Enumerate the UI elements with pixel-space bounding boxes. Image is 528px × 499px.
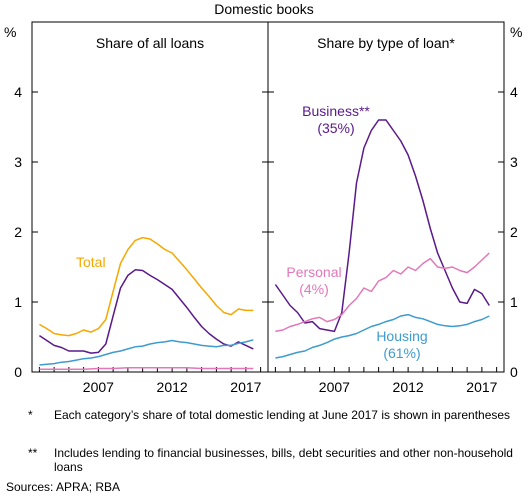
right-y-axis: 0 1 2 3 4 bbox=[262, 84, 518, 380]
y-tick-label: 2 bbox=[510, 224, 518, 240]
business-share-label: (35%) bbox=[317, 120, 354, 136]
business-series-label: Business** bbox=[302, 103, 370, 119]
y-tick-label: 4 bbox=[14, 84, 22, 100]
personal-series-label: Personal bbox=[286, 264, 341, 280]
unlabelled-series-line bbox=[38, 269, 254, 354]
left-unit-label: % bbox=[4, 24, 16, 40]
left-panel-frame bbox=[31, 21, 269, 373]
chart-canvas: Domestic books Share of all loans % 0 1 2 3… bbox=[4, 1, 522, 395]
x-tick-label: 2007 bbox=[83, 379, 114, 395]
y-tick-label: 4 bbox=[510, 84, 518, 100]
y-tick-label: 0 bbox=[510, 364, 518, 380]
x-tick-label: 2017 bbox=[230, 379, 261, 395]
y-tick-label: 3 bbox=[510, 154, 518, 170]
x-tick-label: 2012 bbox=[157, 379, 188, 395]
left-panel-title: Share of all loans bbox=[96, 35, 204, 51]
right-series-group bbox=[274, 119, 490, 359]
y-tick-label: 1 bbox=[14, 294, 22, 310]
left-y-axis: 0 1 2 3 4 bbox=[14, 84, 38, 380]
x-tick-label: 2007 bbox=[319, 379, 350, 395]
right-unit-label: % bbox=[510, 24, 522, 40]
footnote-2-text: Includes lending to financial businesses… bbox=[54, 446, 513, 474]
footnote-2-mark: ** bbox=[28, 446, 38, 460]
sources-note: Sources: APRA; RBA bbox=[6, 480, 121, 494]
right-panel-frame bbox=[267, 21, 505, 373]
unlabelled-series-line bbox=[39, 367, 254, 370]
y-tick-label: 1 bbox=[510, 294, 518, 310]
left-x-axis: 2007 2012 2017 bbox=[38, 367, 262, 395]
business-series-line bbox=[274, 119, 490, 333]
total-series-label: Total bbox=[76, 254, 106, 270]
housing-series-line bbox=[275, 313, 490, 359]
y-tick-label: 3 bbox=[14, 154, 22, 170]
unlabelled-series-line bbox=[39, 339, 254, 366]
left-series-group bbox=[38, 236, 254, 370]
personal-share-label: (4%) bbox=[299, 281, 329, 297]
y-tick-label: 2 bbox=[14, 224, 22, 240]
right-x-axis: 2007 2012 2017 bbox=[274, 367, 498, 395]
x-tick-label: 2017 bbox=[466, 379, 497, 395]
chart-main-title: Domestic books bbox=[214, 1, 314, 17]
footnote-1-text: Each category’s share of total domestic … bbox=[54, 408, 511, 422]
housing-share-label: (61%) bbox=[383, 345, 420, 361]
right-panel-title: Share by type of loan* bbox=[317, 35, 455, 51]
x-tick-label: 2012 bbox=[393, 379, 424, 395]
footnote-1-mark: * bbox=[28, 408, 33, 422]
total-series-line bbox=[39, 236, 254, 337]
personal-series-line bbox=[275, 252, 490, 333]
y-tick-label: 0 bbox=[14, 364, 22, 380]
housing-series-label: Housing bbox=[376, 328, 427, 344]
